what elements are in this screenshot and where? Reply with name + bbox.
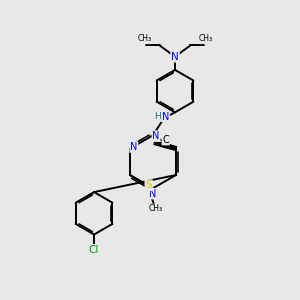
Text: N: N <box>162 112 169 122</box>
Text: H: H <box>154 112 161 121</box>
Text: N: N <box>149 189 157 199</box>
Text: CH₃: CH₃ <box>199 34 213 43</box>
Text: C: C <box>162 135 169 145</box>
Text: N: N <box>152 131 160 141</box>
Text: N: N <box>130 142 137 152</box>
Text: CH₃: CH₃ <box>148 204 162 213</box>
Text: N: N <box>171 52 179 62</box>
Text: S: S <box>146 180 152 190</box>
Text: Cl: Cl <box>89 245 99 255</box>
Text: CH₃: CH₃ <box>137 34 152 43</box>
